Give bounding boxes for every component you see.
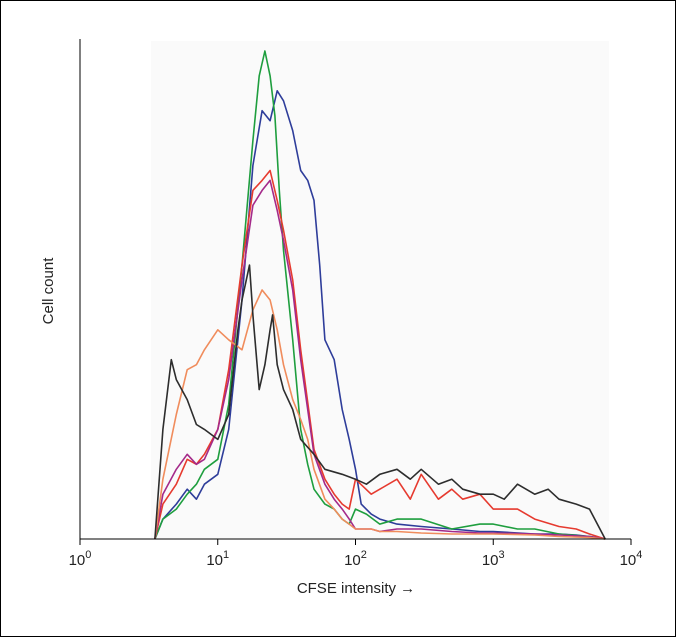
x-tick-label-3: 103 xyxy=(482,549,505,569)
x-tick-label-2: 102 xyxy=(344,549,367,569)
y-axis-title: Cell count xyxy=(40,257,57,325)
series-line-5 xyxy=(154,289,606,540)
x-tick-label-0: 100 xyxy=(69,549,92,569)
x-tick-label-1: 101 xyxy=(206,549,229,569)
series-line-2 xyxy=(154,50,606,540)
x-tick-label-4: 104 xyxy=(620,549,643,569)
series-line-1 xyxy=(154,90,606,540)
series-line-6 xyxy=(154,264,606,540)
plot-background xyxy=(151,41,609,538)
x-axis-title: CFSE intensity → xyxy=(297,580,415,597)
